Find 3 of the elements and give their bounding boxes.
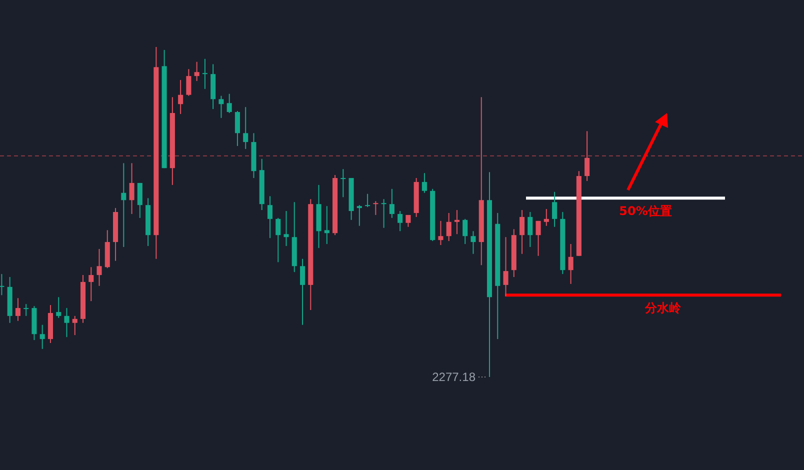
ref-line-label: 50%位置 — [619, 204, 672, 218]
annotation: 2277.18 — [432, 370, 476, 384]
ref-line-label: 分水岭 — [644, 301, 682, 316]
